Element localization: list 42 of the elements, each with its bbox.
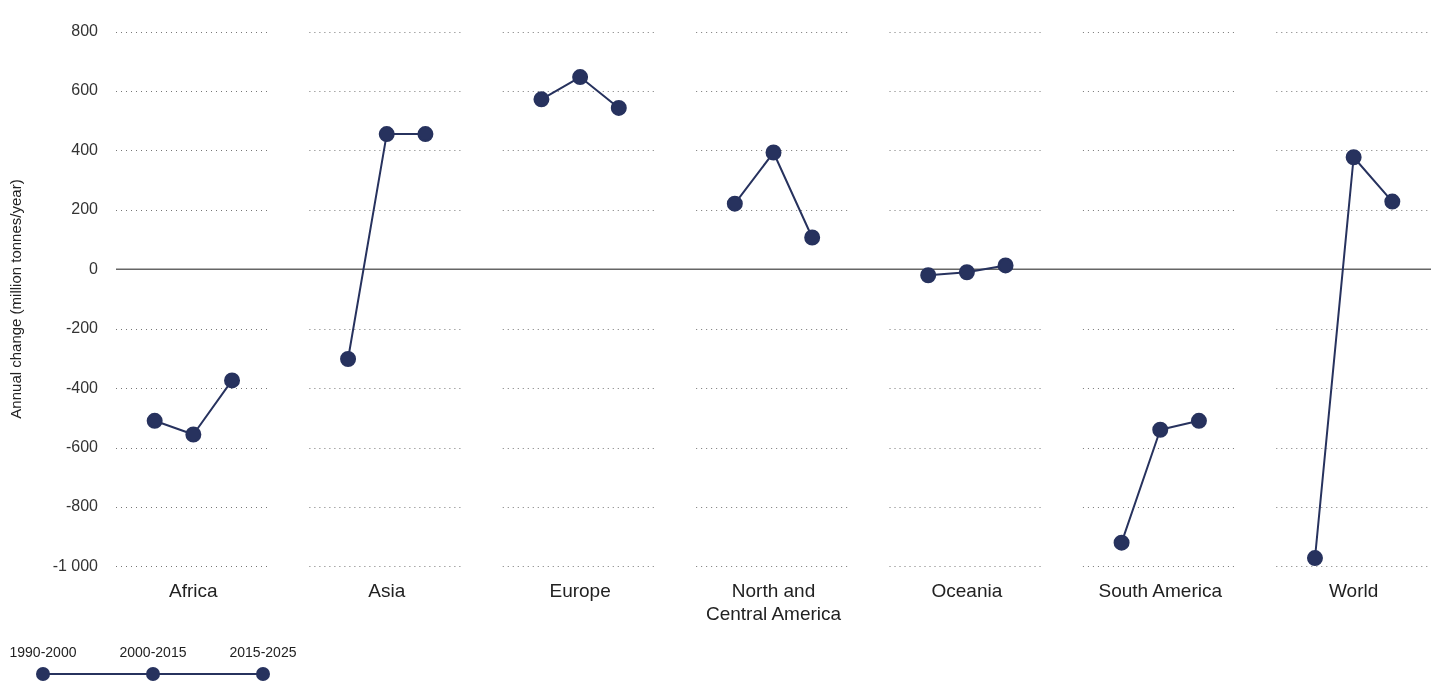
y-tick-label: 600: [71, 81, 99, 99]
y-tick-label: 200: [71, 200, 99, 218]
y-tick-label: -200: [65, 319, 99, 337]
point: [1113, 534, 1130, 551]
y-tick-label: -600: [65, 437, 99, 455]
point: [1190, 412, 1207, 429]
point: [997, 257, 1014, 274]
point: [920, 267, 937, 284]
point: [572, 69, 589, 86]
x-tick-label: World: [1329, 580, 1379, 602]
point: [185, 426, 202, 443]
x-tick-label: South America: [1098, 580, 1223, 602]
point: [1152, 421, 1169, 438]
point: [1306, 550, 1323, 567]
x-tick-label: Oceania: [931, 580, 1003, 602]
y-tick-label: 400: [71, 140, 99, 158]
y-axis-title: Annual change (million tonnes/year): [7, 179, 25, 419]
point: [804, 229, 821, 246]
point: [1384, 193, 1401, 210]
point: [224, 372, 241, 389]
y-tick-label: -1 000: [52, 556, 99, 574]
text: 1990-2000: [8, 644, 78, 660]
point: [726, 195, 743, 212]
y-tick-label: -400: [65, 378, 99, 396]
point: [417, 126, 434, 143]
x-tick-label: Asia: [368, 580, 406, 602]
point: [340, 351, 357, 368]
x-tick-label: Europe: [549, 580, 611, 602]
point: [533, 91, 550, 108]
point: [378, 126, 395, 143]
x-tick-label: North and Central America: [705, 580, 842, 624]
point: [146, 412, 163, 429]
text: 2015-2025: [228, 644, 298, 660]
point: [1345, 149, 1362, 166]
y-tick-label: 0: [89, 259, 99, 277]
point: [958, 264, 975, 281]
x-tick-label: Africa: [169, 580, 219, 602]
point: [765, 144, 782, 161]
text: 2000-2015: [118, 644, 188, 660]
y-tick-label: 800: [71, 22, 99, 40]
point: [610, 99, 627, 116]
y-tick-label: -800: [65, 497, 99, 515]
